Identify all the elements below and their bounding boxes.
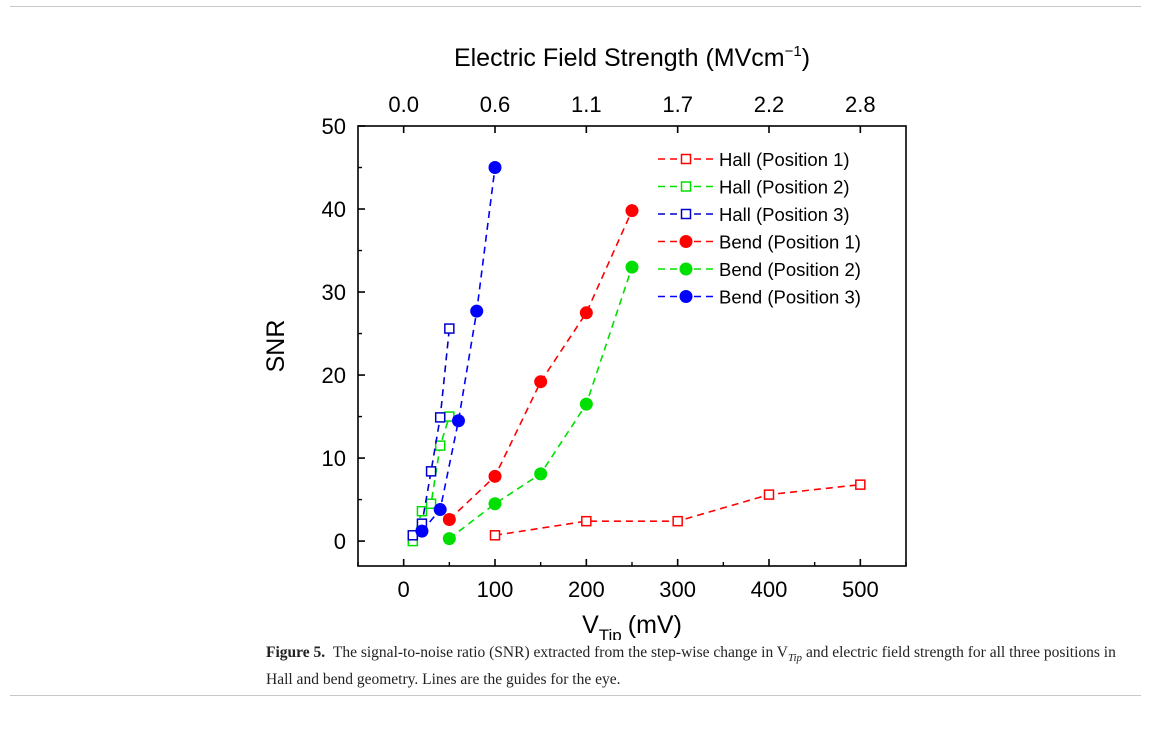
top-axis-ticks: 0.0 0.6 1.1 1.7 2.2 2.8 bbox=[388, 92, 876, 133]
bottom-axis-ticks: 0 100 200 300 400 500 bbox=[357, 559, 907, 602]
legend-marker bbox=[680, 181, 692, 192]
x-tick-label: 400 bbox=[751, 577, 788, 602]
series-6 bbox=[415, 161, 502, 538]
series-3 bbox=[407, 323, 455, 541]
data-point bbox=[416, 505, 428, 517]
y-tick-label: 20 bbox=[322, 363, 346, 388]
legend-label: Hall (Position 1) bbox=[719, 149, 850, 170]
legend-marker bbox=[679, 262, 693, 276]
data-point bbox=[442, 513, 456, 527]
data-point bbox=[415, 524, 429, 538]
caption-label: Figure 5. bbox=[266, 644, 326, 661]
x-tick-label: 100 bbox=[477, 577, 514, 602]
figure-frame bbox=[10, 6, 1141, 696]
y-tick-label: 0 bbox=[334, 529, 346, 554]
top-tick-label: 2.8 bbox=[845, 92, 876, 117]
legend-marker bbox=[680, 153, 692, 165]
legend-label: Bend (Position 3) bbox=[719, 287, 861, 308]
data-point bbox=[451, 414, 465, 428]
legend-entry: Hall (Position 1) bbox=[658, 149, 850, 170]
data-point bbox=[433, 503, 447, 517]
series-line bbox=[494, 483, 861, 537]
legend-entry: Bend (Position 1) bbox=[658, 232, 861, 253]
data-point bbox=[625, 204, 639, 218]
data-point bbox=[625, 260, 639, 274]
y-tick-label: 10 bbox=[322, 446, 346, 471]
legend-label: Bend (Position 2) bbox=[719, 259, 861, 280]
x-tick-label: 500 bbox=[842, 577, 879, 602]
legend: Hall (Position 1) Hall (Position 2) Hall (… bbox=[658, 149, 861, 308]
snr-chart: 0 100 200 300 400 500 0.0 0.6 1.1 1.7 2.2 2.8 0 10 2… bbox=[262, 43, 907, 640]
data-point bbox=[444, 323, 455, 334]
data-point bbox=[425, 498, 437, 509]
caption-subscript: Tip bbox=[787, 652, 803, 665]
series-1 bbox=[489, 479, 866, 541]
x-tick-label: 0 bbox=[398, 577, 410, 602]
data-point bbox=[425, 466, 437, 477]
top-axis-label: Electric Field Strength (MVcm−1) bbox=[454, 43, 810, 72]
data-point bbox=[581, 515, 592, 527]
legend-entry: Hall (Position 2) bbox=[658, 177, 850, 198]
data-point bbox=[442, 532, 456, 546]
legend-marker bbox=[679, 235, 693, 248]
data-point bbox=[434, 412, 446, 423]
series-4 bbox=[442, 204, 639, 527]
figure-caption: Figure 5. The signal-to-noise ratio (SNR… bbox=[266, 642, 1116, 690]
data-point bbox=[672, 515, 683, 527]
series-line bbox=[421, 167, 496, 532]
data-point bbox=[488, 469, 502, 483]
legend-label: Hall (Position 3) bbox=[719, 204, 850, 225]
legend-entry: Bend (Position 3) bbox=[658, 287, 861, 308]
data-point bbox=[763, 489, 775, 500]
top-tick-label: 1.1 bbox=[571, 92, 602, 117]
x-tick-label: 300 bbox=[659, 577, 696, 602]
series-2 bbox=[407, 411, 455, 547]
data-point bbox=[579, 306, 593, 320]
legend-entry: Hall (Position 3) bbox=[658, 204, 850, 225]
y-axis-label: SNR bbox=[262, 320, 290, 373]
x-axis-label: VTip (mV) bbox=[582, 611, 682, 640]
data-point bbox=[470, 304, 484, 318]
series-5 bbox=[442, 260, 639, 546]
y-tick-label: 40 bbox=[322, 197, 346, 222]
legend-label: Hall (Position 2) bbox=[719, 177, 850, 198]
y-tick-label: 50 bbox=[322, 114, 346, 139]
legend-marker bbox=[680, 208, 692, 220]
x-tick-label: 200 bbox=[568, 577, 605, 602]
data-point bbox=[489, 530, 501, 541]
data-point bbox=[855, 479, 866, 490]
series-line bbox=[412, 416, 451, 542]
data-point bbox=[434, 440, 446, 451]
caption-text: The signal-to-noise ratio (SNR) extracte… bbox=[332, 644, 788, 661]
data-point bbox=[488, 497, 502, 511]
legend-entry: Bend (Position 2) bbox=[658, 259, 861, 280]
series-line bbox=[448, 210, 633, 521]
top-tick-label: 0.0 bbox=[388, 92, 419, 117]
top-tick-label: 0.6 bbox=[480, 92, 511, 117]
legend-label: Bend (Position 1) bbox=[719, 232, 861, 253]
left-axis-ticks: 0 10 20 30 40 50 bbox=[322, 114, 365, 554]
top-tick-label: 1.7 bbox=[662, 92, 693, 117]
series-layer bbox=[407, 161, 866, 547]
data-point bbox=[534, 467, 548, 481]
legend-marker bbox=[679, 290, 693, 303]
y-tick-label: 30 bbox=[322, 280, 346, 305]
caption-text-2: and electric field strength for all thre… bbox=[266, 644, 1116, 689]
data-point bbox=[488, 161, 502, 175]
data-point bbox=[534, 375, 548, 389]
top-tick-label: 2.2 bbox=[754, 92, 785, 117]
data-point bbox=[579, 397, 593, 411]
